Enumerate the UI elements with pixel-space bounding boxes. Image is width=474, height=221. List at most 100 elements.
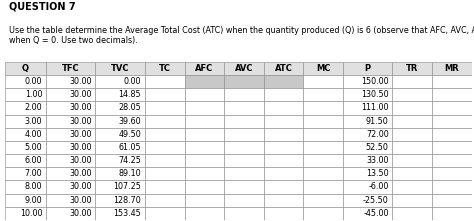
Text: 30.00: 30.00 xyxy=(69,117,92,126)
Bar xyxy=(46,180,95,194)
Bar xyxy=(432,141,472,154)
Bar xyxy=(303,62,343,75)
Text: 30.00: 30.00 xyxy=(69,77,92,86)
Bar xyxy=(224,141,264,154)
Text: MC: MC xyxy=(316,64,330,73)
Bar xyxy=(145,114,184,128)
Bar xyxy=(303,207,343,220)
Bar xyxy=(145,180,184,194)
Bar xyxy=(95,88,145,101)
Bar xyxy=(46,75,95,88)
Bar xyxy=(95,114,145,128)
Text: 4.00: 4.00 xyxy=(25,130,42,139)
Bar xyxy=(343,167,392,180)
Bar xyxy=(46,101,95,114)
Bar xyxy=(184,101,224,114)
Bar xyxy=(95,75,145,88)
Bar xyxy=(46,141,95,154)
Bar xyxy=(343,141,392,154)
Text: P: P xyxy=(365,64,371,73)
Bar xyxy=(95,180,145,194)
Bar xyxy=(392,167,432,180)
Bar xyxy=(224,114,264,128)
Bar xyxy=(46,128,95,141)
Bar xyxy=(5,141,46,154)
Text: MR: MR xyxy=(445,64,459,73)
Bar xyxy=(184,62,224,75)
Text: 150.00: 150.00 xyxy=(361,77,389,86)
Bar xyxy=(343,88,392,101)
Bar xyxy=(95,207,145,220)
Bar xyxy=(264,114,303,128)
Bar xyxy=(303,128,343,141)
Bar xyxy=(392,128,432,141)
Bar xyxy=(184,207,224,220)
Bar xyxy=(184,141,224,154)
Bar xyxy=(184,75,224,88)
Bar xyxy=(343,62,392,75)
Bar xyxy=(343,154,392,167)
Text: 10.00: 10.00 xyxy=(20,209,42,218)
Text: 6.00: 6.00 xyxy=(25,156,42,165)
Text: 2.00: 2.00 xyxy=(25,103,42,112)
Bar xyxy=(184,128,224,141)
Bar xyxy=(224,101,264,114)
Text: 0.00: 0.00 xyxy=(25,77,42,86)
Bar xyxy=(145,207,184,220)
Bar xyxy=(224,88,264,101)
Bar xyxy=(432,167,472,180)
Bar xyxy=(95,62,145,75)
Bar xyxy=(392,88,432,101)
Bar xyxy=(95,128,145,141)
Text: 49.50: 49.50 xyxy=(118,130,141,139)
Bar xyxy=(95,167,145,180)
Bar xyxy=(95,154,145,167)
Bar xyxy=(432,180,472,194)
Bar xyxy=(95,101,145,114)
Bar xyxy=(264,88,303,101)
Bar xyxy=(392,154,432,167)
Bar xyxy=(392,194,432,207)
Bar xyxy=(432,62,472,75)
Bar xyxy=(343,128,392,141)
Bar xyxy=(303,154,343,167)
Bar xyxy=(392,141,432,154)
Text: 61.05: 61.05 xyxy=(118,143,141,152)
Bar xyxy=(46,194,95,207)
Bar xyxy=(343,180,392,194)
Bar xyxy=(303,88,343,101)
Bar xyxy=(145,101,184,114)
Bar xyxy=(5,207,46,220)
Bar xyxy=(224,62,264,75)
Text: AFC: AFC xyxy=(195,64,213,73)
Bar xyxy=(392,101,432,114)
Text: Use the table determine the Average Total Cost (ATC) when the quantity produced : Use the table determine the Average Tota… xyxy=(9,26,474,45)
Bar xyxy=(145,167,184,180)
Bar xyxy=(224,180,264,194)
Bar xyxy=(145,154,184,167)
Bar xyxy=(432,114,472,128)
Text: TFC: TFC xyxy=(62,64,80,73)
Text: 30.00: 30.00 xyxy=(69,143,92,152)
Bar xyxy=(264,128,303,141)
Text: 30.00: 30.00 xyxy=(69,196,92,205)
Bar xyxy=(343,194,392,207)
Bar xyxy=(432,128,472,141)
Text: 13.50: 13.50 xyxy=(366,169,389,178)
Bar xyxy=(392,180,432,194)
Text: 1.00: 1.00 xyxy=(25,90,42,99)
Bar xyxy=(5,88,46,101)
Text: TR: TR xyxy=(406,64,419,73)
Text: AVC: AVC xyxy=(235,64,253,73)
Text: 39.60: 39.60 xyxy=(118,117,141,126)
Text: QUESTION 7: QUESTION 7 xyxy=(9,2,76,12)
Bar xyxy=(184,88,224,101)
Bar xyxy=(5,194,46,207)
Bar xyxy=(343,75,392,88)
Bar xyxy=(145,75,184,88)
Text: 3.00: 3.00 xyxy=(25,117,42,126)
Bar xyxy=(432,88,472,101)
Bar xyxy=(392,75,432,88)
Text: 7.00: 7.00 xyxy=(25,169,42,178)
Text: 153.45: 153.45 xyxy=(113,209,141,218)
